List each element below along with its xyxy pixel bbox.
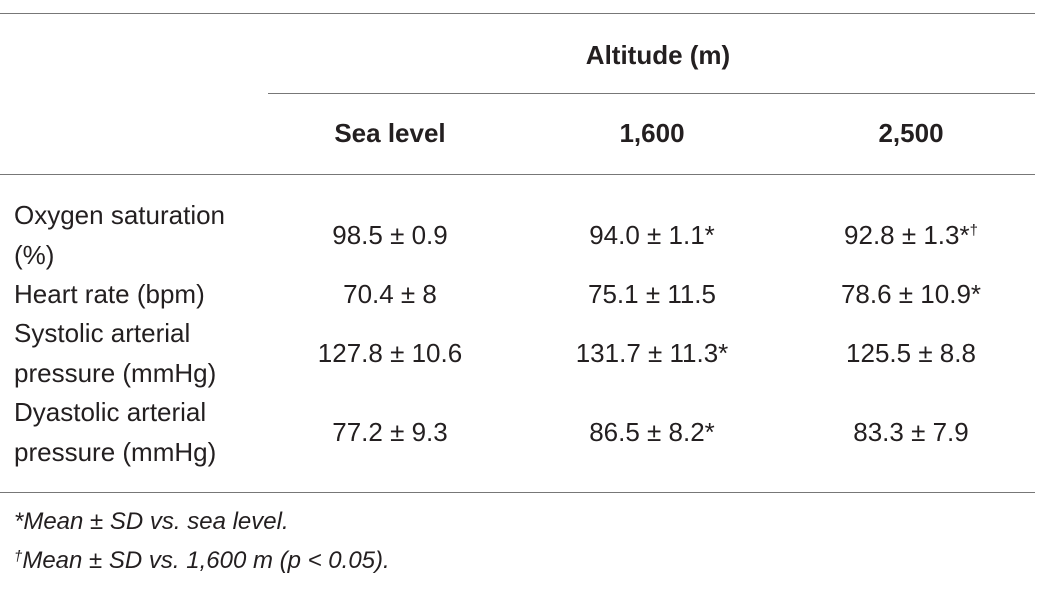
cell: 131.7 ± 11.3* bbox=[576, 338, 729, 368]
footnote-mark: * bbox=[14, 508, 24, 535]
cell-value: 86.5 ± 8.2* bbox=[589, 417, 715, 447]
cell-value: 92.8 ± 1.3* bbox=[844, 220, 970, 250]
cell-value: 83.3 ± 7.9 bbox=[853, 417, 969, 447]
cell: 77.2 ± 9.3 bbox=[332, 417, 447, 447]
cell-sup: † bbox=[969, 222, 978, 239]
column-header: 2,500 bbox=[878, 118, 944, 148]
cell: 86.5 ± 8.2* bbox=[589, 417, 715, 447]
cell-value: 94.0 ± 1.1* bbox=[589, 220, 715, 250]
superscript: † bbox=[970, 222, 978, 239]
cell-value: 127.8 ± 10.6 bbox=[317, 338, 463, 368]
row-label: Dyastolic arterial bbox=[14, 397, 207, 427]
cell: 125.5 ± 8.8 bbox=[846, 338, 976, 368]
footnote-mark: † bbox=[14, 548, 23, 565]
group-header: Altitude (m) bbox=[585, 40, 731, 70]
cell: 92.8 ± 1.3*† bbox=[844, 220, 978, 250]
column-header: Sea level bbox=[334, 118, 446, 148]
rule bbox=[0, 174, 1035, 175]
cell: 78.6 ± 10.9* bbox=[841, 279, 981, 309]
row-label: Systolic arterial bbox=[14, 318, 191, 348]
row-label: Oxygen saturation bbox=[14, 200, 226, 230]
footnote-text: Mean ± SD vs. sea level. bbox=[23, 508, 289, 535]
footnote-text: Mean ± SD vs. 1,600 m (p < 0.05). bbox=[22, 547, 390, 574]
cell: 98.5 ± 0.9 bbox=[332, 220, 447, 250]
row-label: pressure (mmHg) bbox=[14, 358, 217, 388]
cell: 83.3 ± 7.9 bbox=[853, 417, 968, 447]
rule bbox=[0, 13, 1035, 14]
cell-value: 75.1 ± 11.5 bbox=[588, 279, 716, 309]
cell: 75.1 ± 11.5 bbox=[588, 279, 716, 309]
row-label: (%) bbox=[14, 240, 55, 270]
cell-value: 125.5 ± 8.8 bbox=[846, 338, 976, 368]
footnote: †Mean ± SD vs. 1,600 m (p < 0.05). bbox=[14, 546, 390, 576]
cell-value: 131.7 ± 11.3* bbox=[575, 338, 729, 368]
cell-value: 98.5 ± 0.9 bbox=[332, 220, 448, 250]
cell: 94.0 ± 1.1* bbox=[589, 220, 715, 250]
cell-value: 78.6 ± 10.9* bbox=[840, 279, 982, 309]
row-label: pressure (mmHg) bbox=[14, 437, 217, 467]
cell: 70.4 ± 8 bbox=[343, 279, 437, 309]
column-header: 1,600 bbox=[619, 118, 685, 148]
cell: 127.8 ± 10.6 bbox=[318, 338, 462, 368]
cell-value: 77.2 ± 9.3 bbox=[332, 417, 448, 447]
rule bbox=[268, 93, 1035, 94]
row-label: Heart rate (bpm) bbox=[14, 279, 205, 309]
rule bbox=[0, 492, 1035, 493]
cell-value: 70.4 ± 8 bbox=[343, 279, 437, 309]
footnote: *Mean ± SD vs. sea level. bbox=[14, 507, 289, 537]
